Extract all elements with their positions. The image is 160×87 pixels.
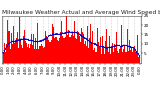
Text: Milwaukee Weather Actual and Average Wind Speed by Minute mph (Last 24 Hours): Milwaukee Weather Actual and Average Win… [2, 10, 160, 15]
